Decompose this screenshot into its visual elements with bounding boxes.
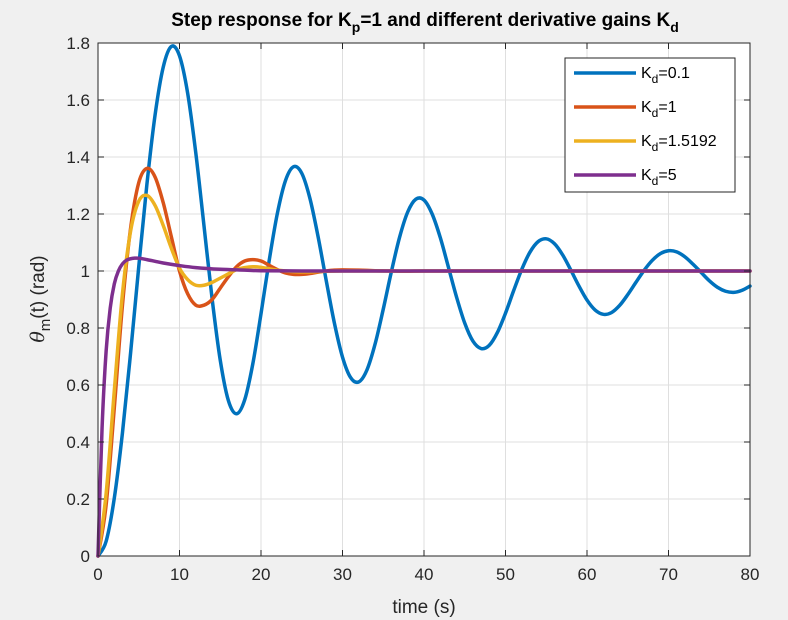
chart-title: Step response for Kp=1 and different der… <box>171 10 679 35</box>
y-tick-label: 1.6 <box>66 91 90 110</box>
x-tick-label: 70 <box>659 565 678 584</box>
x-tick-label: 60 <box>578 565 597 584</box>
y-tick-label: 0.6 <box>66 376 90 395</box>
series-line-4 <box>96 256 752 558</box>
y-axis-label: θm(t) (rad) <box>27 255 54 342</box>
x-tick-label: 40 <box>415 565 434 584</box>
x-tick-label: 10 <box>170 565 189 584</box>
y-tick-label: 0.2 <box>66 490 90 509</box>
legend-label-1: Kd=0.1 <box>641 65 690 86</box>
x-tick-labels: 0 10 20 30 40 50 60 70 80 <box>93 565 759 584</box>
legend-label-3: Kd=1.5192 <box>641 133 717 154</box>
y-tick-label: 1 <box>81 262 90 281</box>
x-tick-label: 80 <box>741 565 760 584</box>
tick-marks <box>97 42 751 557</box>
series-lines <box>96 44 752 558</box>
y-tick-label: 0 <box>81 547 90 566</box>
legend-box <box>564 57 736 193</box>
y-tick-label: 1.4 <box>66 148 90 167</box>
y-tick-label: 0.8 <box>66 319 90 338</box>
x-tick-label: 30 <box>333 565 352 584</box>
legend-label-2: Kd=1 <box>641 99 677 120</box>
x-tick-label: 50 <box>496 565 515 584</box>
y-tick-label: 0.4 <box>66 433 90 452</box>
x-tick-label: 0 <box>93 565 102 584</box>
x-tick-label: 20 <box>252 565 271 584</box>
y-tick-labels: 0 0.2 0.4 0.6 0.8 1 1.2 1.4 1.6 1.8 <box>66 34 90 566</box>
y-tick-label: 1.8 <box>66 34 90 53</box>
x-axis-label: time (s) <box>392 597 455 618</box>
legend-label-4: Kd=5 <box>641 167 677 188</box>
y-tick-label: 1.2 <box>66 205 90 224</box>
series-line-1 <box>96 44 752 558</box>
legend[interactable]: Kd=0.1 Kd=1 Kd=1.5192 Kd=5 <box>564 57 736 193</box>
